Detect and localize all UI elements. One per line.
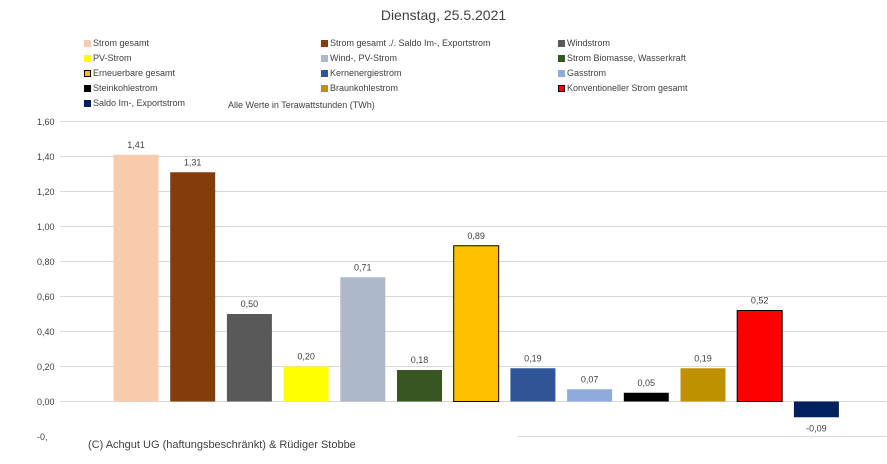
legend-swatch [321, 55, 328, 62]
legend-label: Wind-, PV-Strom [330, 53, 398, 63]
legend-label: Gasstrom [567, 68, 607, 78]
bar [340, 277, 386, 402]
data-label: 1,41 [127, 140, 145, 150]
units-note: Alle Werte in Terawattstunden (TWh) [228, 100, 375, 110]
bar [453, 245, 500, 402]
y-tick-label: 0,60 [37, 292, 55, 302]
bar [283, 366, 329, 402]
bar [226, 314, 272, 402]
legend-item: Wind-, PV-Strom [321, 53, 397, 65]
chart-title: Dienstag, 25.5.2021 [380, 7, 507, 23]
legend-label: Strom Biomasse, Wasserkraft [567, 53, 686, 63]
legend-swatch [321, 85, 328, 92]
data-label: 0,07 [581, 374, 599, 384]
y-tick-label: 0,40 [37, 327, 55, 337]
data-label: 0,89 [467, 231, 485, 241]
copyright-credit: (C) Achgut UG (haftungsbeschränkt) & Rüd… [88, 439, 356, 451]
legend-label: Saldo Im-, Exportstrom [93, 98, 186, 108]
bar [793, 401, 839, 418]
legend-label: PV-Strom [93, 53, 132, 63]
legend-item: Gasstrom [558, 68, 606, 80]
legend-swatch [558, 55, 565, 62]
y-tick-label: 0,20 [37, 362, 55, 372]
bar [680, 368, 726, 402]
legend-item: Erneuerbare gesamt [84, 68, 175, 80]
data-label: 0,19 [694, 353, 712, 363]
legend-label: Kernenergiestrom [330, 68, 402, 78]
data-label: 0,19 [524, 353, 542, 363]
bar [397, 370, 442, 402]
y-tick-label: 1,00 [37, 222, 55, 232]
bar [113, 154, 159, 402]
legend-label: Strom gesamt [93, 38, 150, 48]
legend-swatch [84, 55, 91, 62]
bar [623, 392, 669, 402]
legend-label: Erneuerbare gesamt [93, 68, 176, 78]
legend-swatch [321, 70, 328, 77]
bar [170, 172, 216, 402]
data-label: 0,18 [411, 355, 429, 365]
data-label: 0,50 [241, 299, 259, 309]
legend-item: Strom Biomasse, Wasserkraft [558, 53, 686, 65]
legend-swatch [84, 40, 91, 47]
legend-label: Steinkohlestrom [93, 83, 158, 93]
y-tick-label: 1,40 [37, 152, 55, 162]
y-tick-label: 0,00 [37, 397, 55, 407]
data-label: 0,05 [638, 378, 656, 388]
legend-label: Konventioneller Strom gesamt [567, 83, 688, 93]
bar [510, 368, 556, 402]
legend-swatch [84, 100, 91, 107]
legend-swatch [321, 40, 328, 47]
legend-swatch [558, 85, 565, 92]
y-tick-label: 0,80 [37, 257, 55, 267]
legend-item: Braunkohlestrom [321, 83, 398, 95]
legend-label: Braunkohlestrom [330, 83, 399, 93]
legend-swatch [84, 70, 91, 77]
data-label: 0,71 [354, 262, 372, 272]
legend-label: Windstrom [567, 38, 611, 48]
data-label: 1,31 [184, 157, 202, 167]
legend-item: Windstrom [558, 38, 610, 50]
legend-item: Strom gesamt ./. Saldo Im-, Exportstrom [321, 38, 491, 50]
legend-item: Saldo Im-, Exportstrom [84, 98, 185, 110]
bar [736, 310, 783, 402]
legend-item: Kernenergiestrom [321, 68, 402, 80]
legend-item: Steinkohlestrom [84, 83, 158, 95]
legend-label: Strom gesamt ./. Saldo Im-, Exportstrom [330, 38, 491, 48]
legend-swatch [558, 70, 565, 77]
data-label: 0,52 [751, 296, 769, 306]
data-label: 0,20 [297, 352, 315, 362]
y-tick-label: -0, [37, 432, 48, 442]
data-label: -0,09 [806, 423, 827, 433]
legend-swatch [558, 40, 565, 47]
legend-item: Strom gesamt [84, 38, 149, 50]
legend-swatch [84, 85, 91, 92]
legend-item: PV-Strom [84, 53, 132, 65]
y-tick-label: 1,20 [37, 187, 55, 197]
legend-item: Konventioneller Strom gesamt [558, 83, 688, 95]
bar [567, 389, 613, 402]
y-tick-label: 1,60 [37, 117, 55, 127]
